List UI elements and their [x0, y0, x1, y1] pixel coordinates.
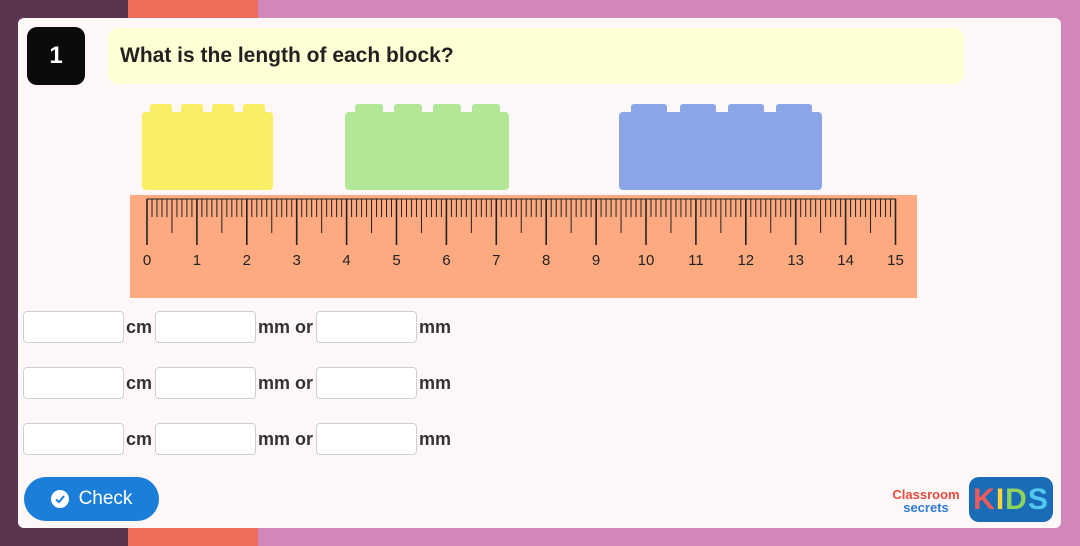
answer-2-cm-input[interactable]	[23, 367, 124, 399]
blue-block	[619, 104, 822, 190]
ruler-label: 12	[737, 252, 754, 269]
ruler: 0 1 2 3 4 5 6 7 8 9 10 11 12 13 14 15	[130, 195, 917, 298]
checkmark-icon	[50, 490, 69, 508]
ruler-label: 14	[837, 252, 854, 269]
answer-2-mm-input[interactable]	[155, 367, 257, 399]
answer-1-mm-input[interactable]	[155, 311, 257, 343]
ruler-label: 11	[688, 252, 704, 269]
unit-cm-label: cm	[126, 316, 153, 337]
unit-mm-label: mm	[419, 372, 452, 393]
unit-cm-label: cm	[126, 372, 153, 393]
answer-3-total-mm-input[interactable]	[316, 423, 418, 455]
unit-mm-or-label: mm or	[258, 316, 314, 337]
unit-mm-label: mm	[419, 316, 452, 337]
ruler-label: 15	[887, 252, 904, 269]
answer-3-cm-input[interactable]	[23, 423, 124, 455]
ruler-label: 9	[592, 252, 600, 269]
question-card: 1 What is the length of each block?	[18, 18, 1061, 528]
ruler-label: 5	[392, 252, 400, 269]
check-button-label: Check	[78, 488, 133, 509]
green-block	[345, 104, 509, 190]
kids-logo-i: I	[995, 482, 1006, 516]
ruler-label: 3	[293, 252, 301, 269]
unit-mm-or-label: mm or	[258, 428, 314, 449]
question-text: What is the length of each block?	[108, 28, 964, 84]
kids-logo-k: K	[973, 482, 996, 516]
ruler-label: 13	[787, 252, 804, 269]
question-number: 1	[27, 27, 85, 85]
answer-1-total-mm-input[interactable]	[316, 311, 418, 343]
kids-logo-s: S	[1027, 482, 1049, 516]
ruler-label: 7	[492, 252, 500, 269]
ruler-label: 8	[542, 252, 550, 269]
ruler-label: 2	[243, 252, 251, 269]
yellow-block	[142, 104, 273, 190]
ruler-label: 6	[442, 252, 450, 269]
ruler-label: 10	[638, 252, 655, 269]
ruler-label: 4	[342, 252, 350, 269]
ruler-label: 0	[143, 252, 151, 269]
classroom-secrets-logo: Classroom secrets	[892, 487, 960, 515]
unit-mm-or-label: mm or	[258, 372, 314, 393]
unit-mm-label: mm	[419, 428, 452, 449]
kids-logo-d: D	[1005, 482, 1028, 516]
answer-2-total-mm-input[interactable]	[316, 367, 418, 399]
answer-row-3: cm mm or mm	[23, 422, 454, 456]
unit-cm-label: cm	[126, 428, 153, 449]
answer-1-cm-input[interactable]	[23, 311, 124, 343]
answer-row-2: cm mm or mm	[23, 366, 454, 400]
answer-row-1: cm mm or mm	[23, 310, 454, 344]
ruler-label: 1	[193, 252, 201, 269]
answer-3-mm-input[interactable]	[155, 423, 257, 455]
check-button[interactable]: Check	[24, 477, 159, 521]
ruler-scale: 0 1 2 3 4 5 6 7 8 9 10 11 12 13 14 15	[143, 198, 904, 269]
